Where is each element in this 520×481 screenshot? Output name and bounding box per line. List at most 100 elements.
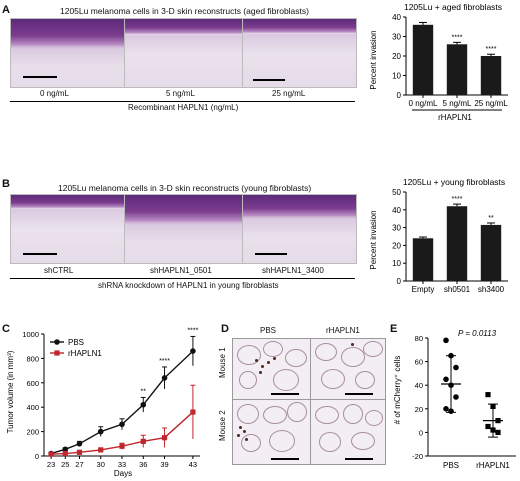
y-tick-label: 600 (26, 379, 39, 388)
col-label-pbs: PBS (260, 326, 277, 335)
data-point (76, 441, 83, 447)
y-tick-label: 60 (415, 358, 423, 367)
x-tick-label: 39 (160, 460, 168, 469)
y-tick-label: 400 (26, 403, 39, 412)
bracket-a-label: Recombinant HAPLN1 (ng/mL) (128, 103, 239, 112)
data-point (62, 446, 69, 453)
data-point (190, 348, 196, 354)
bar (446, 44, 468, 95)
y-tick-label: 20 (392, 241, 401, 250)
y-tick-label: 30 (392, 33, 401, 42)
data-point (119, 443, 125, 449)
data-point (443, 337, 449, 344)
micrograph-a-1 (124, 18, 243, 88)
tissue-rhapln1-mouse-1 (310, 338, 386, 400)
bracket-b (10, 278, 355, 279)
y-tick-label: 0 (419, 428, 423, 437)
row-label-mouse-2: Mouse 2 (218, 410, 227, 441)
panel-a-title: 1205Lu melanoma cells in 3-D skin recons… (60, 6, 309, 16)
tissue-rhapln1-mouse-2 (310, 399, 386, 465)
data-point (485, 423, 491, 430)
y-tick-label: 10 (392, 72, 401, 81)
data-point (443, 376, 449, 383)
chart-a: 1205Lu + aged fibroblasts Percent invasi… (369, 2, 508, 122)
significance-label: ** (141, 388, 147, 395)
data-point (48, 451, 54, 457)
data-point (453, 394, 459, 400)
x-tick-label: Empty (412, 285, 435, 294)
y-tick-label: 1000 (22, 330, 39, 339)
y-tick-label: 20 (392, 52, 401, 61)
micrograph-b-0 (10, 194, 125, 264)
col-label-rhapln1: rHAPLN1 (326, 326, 360, 335)
y-tick-label: 20 (415, 405, 423, 414)
chart-a-title: 1205Lu + aged fibroblasts (404, 2, 502, 12)
scale-bar (253, 79, 285, 81)
legend-marker (54, 339, 60, 345)
series-line-pbs (50, 350, 194, 455)
panel-b-label: B (2, 178, 10, 190)
x-tick-label: 23 (47, 460, 55, 469)
scale-bar (23, 76, 57, 78)
y-tick-label: 10 (392, 259, 401, 268)
panel-d-label: D (221, 323, 229, 335)
data-point (161, 435, 168, 441)
chart-c-xlabel: Days (114, 469, 132, 478)
tissue-pbs-mouse-2 (232, 399, 311, 465)
chart-c: Tumor volume (in mm³) 0 200 400 600 800 1000 2… (6, 327, 200, 478)
significance-label: **** (486, 46, 497, 53)
x-tick-label: 43 (189, 460, 197, 469)
bracket-a (10, 101, 355, 102)
bar (480, 224, 502, 281)
x-tick-label: 36 (139, 460, 147, 469)
x-tick-label: 27 (75, 460, 83, 469)
data-point (453, 364, 459, 371)
x-tick-label: 0 ng/mL (409, 99, 438, 108)
caption-b-2: shHAPLN1_3400 (262, 266, 324, 275)
y-tick-label: 0 (397, 277, 402, 286)
data-point (161, 375, 168, 381)
y-tick-label: -20 (412, 452, 423, 461)
scale-bar (271, 393, 299, 395)
data-point (98, 447, 104, 453)
chart-b: 1205Lu + young fibroblasts Percent invas… (369, 177, 508, 294)
legend-label: PBS (68, 338, 84, 347)
x-tick-label: rHAPLN1 (476, 461, 510, 470)
significance-label: **** (452, 34, 463, 41)
data-point (97, 428, 104, 435)
panel-e-label: E (390, 323, 398, 335)
x-tick-label: PBS (443, 461, 459, 470)
significance-label: ** (488, 215, 494, 222)
significance-label: **** (452, 196, 463, 203)
bracket-b-label: shRNA knockdown of HAPLN1 in young fibro… (98, 281, 279, 290)
legend-marker (54, 350, 60, 356)
x-tick-label: sh3400 (478, 285, 505, 294)
significance-label: **** (187, 327, 198, 334)
scale-bar (345, 393, 373, 395)
bar (480, 56, 502, 95)
caption-b-1: shHAPLN1_0501 (150, 266, 212, 275)
y-tick-label: 40 (392, 13, 401, 22)
caption-a-0: 0 ng/mL (40, 89, 69, 98)
chart-e-ylabel: # of mCherry⁺ cells (393, 356, 402, 425)
data-point (62, 450, 68, 457)
y-tick-label: 30 (392, 224, 401, 233)
x-tick-label: sh0501 (444, 285, 471, 294)
significance-label: **** (159, 358, 170, 365)
micrograph-b-2 (242, 194, 357, 264)
y-tick-label: 200 (26, 428, 39, 437)
row-label-mouse-1: Mouse 1 (218, 347, 227, 378)
y-tick-label: 80 (415, 334, 423, 343)
data-point (140, 401, 147, 408)
panel-b-title: 1205Lu melanoma cells in 3-D skin recons… (58, 183, 312, 193)
caption-b-0: shCTRL (44, 266, 74, 275)
data-point (485, 392, 491, 398)
p-value-annotation: P = 0.0113 (458, 329, 497, 338)
chart-b-title: 1205Lu + young fibroblasts (403, 177, 505, 187)
data-point (495, 429, 501, 435)
y-tick-label: 50 (392, 188, 401, 197)
y-tick-label: 0 (397, 91, 402, 100)
micrograph-a-2 (242, 18, 357, 88)
data-point (119, 421, 125, 428)
data-point (140, 438, 146, 444)
